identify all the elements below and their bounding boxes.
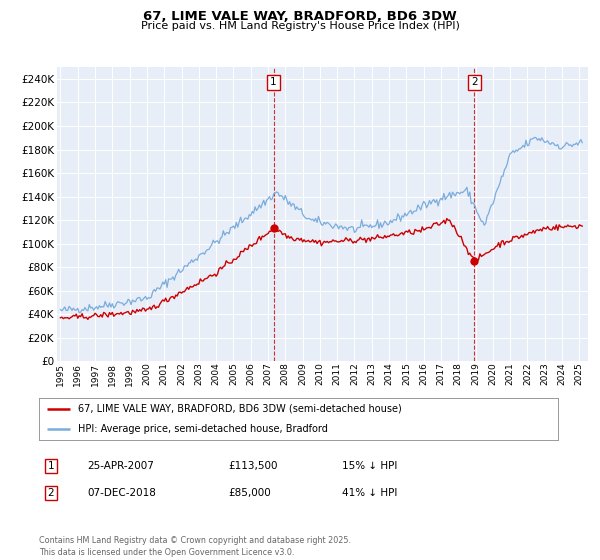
Text: 67, LIME VALE WAY, BRADFORD, BD6 3DW (semi-detached house): 67, LIME VALE WAY, BRADFORD, BD6 3DW (se… <box>78 404 401 414</box>
Text: Price paid vs. HM Land Registry's House Price Index (HPI): Price paid vs. HM Land Registry's House … <box>140 21 460 31</box>
Text: 2: 2 <box>471 77 478 87</box>
Text: 41% ↓ HPI: 41% ↓ HPI <box>342 488 397 498</box>
Text: Contains HM Land Registry data © Crown copyright and database right 2025.
This d: Contains HM Land Registry data © Crown c… <box>39 536 351 557</box>
Text: 25-APR-2007: 25-APR-2007 <box>87 461 154 471</box>
Text: 2: 2 <box>47 488 55 498</box>
Text: 07-DEC-2018: 07-DEC-2018 <box>87 488 156 498</box>
Text: £85,000: £85,000 <box>228 488 271 498</box>
Text: 15% ↓ HPI: 15% ↓ HPI <box>342 461 397 471</box>
Text: 67, LIME VALE WAY, BRADFORD, BD6 3DW: 67, LIME VALE WAY, BRADFORD, BD6 3DW <box>143 10 457 23</box>
Text: 1: 1 <box>270 77 277 87</box>
Text: 1: 1 <box>47 461 55 471</box>
Text: £113,500: £113,500 <box>228 461 277 471</box>
Text: HPI: Average price, semi-detached house, Bradford: HPI: Average price, semi-detached house,… <box>78 424 328 434</box>
